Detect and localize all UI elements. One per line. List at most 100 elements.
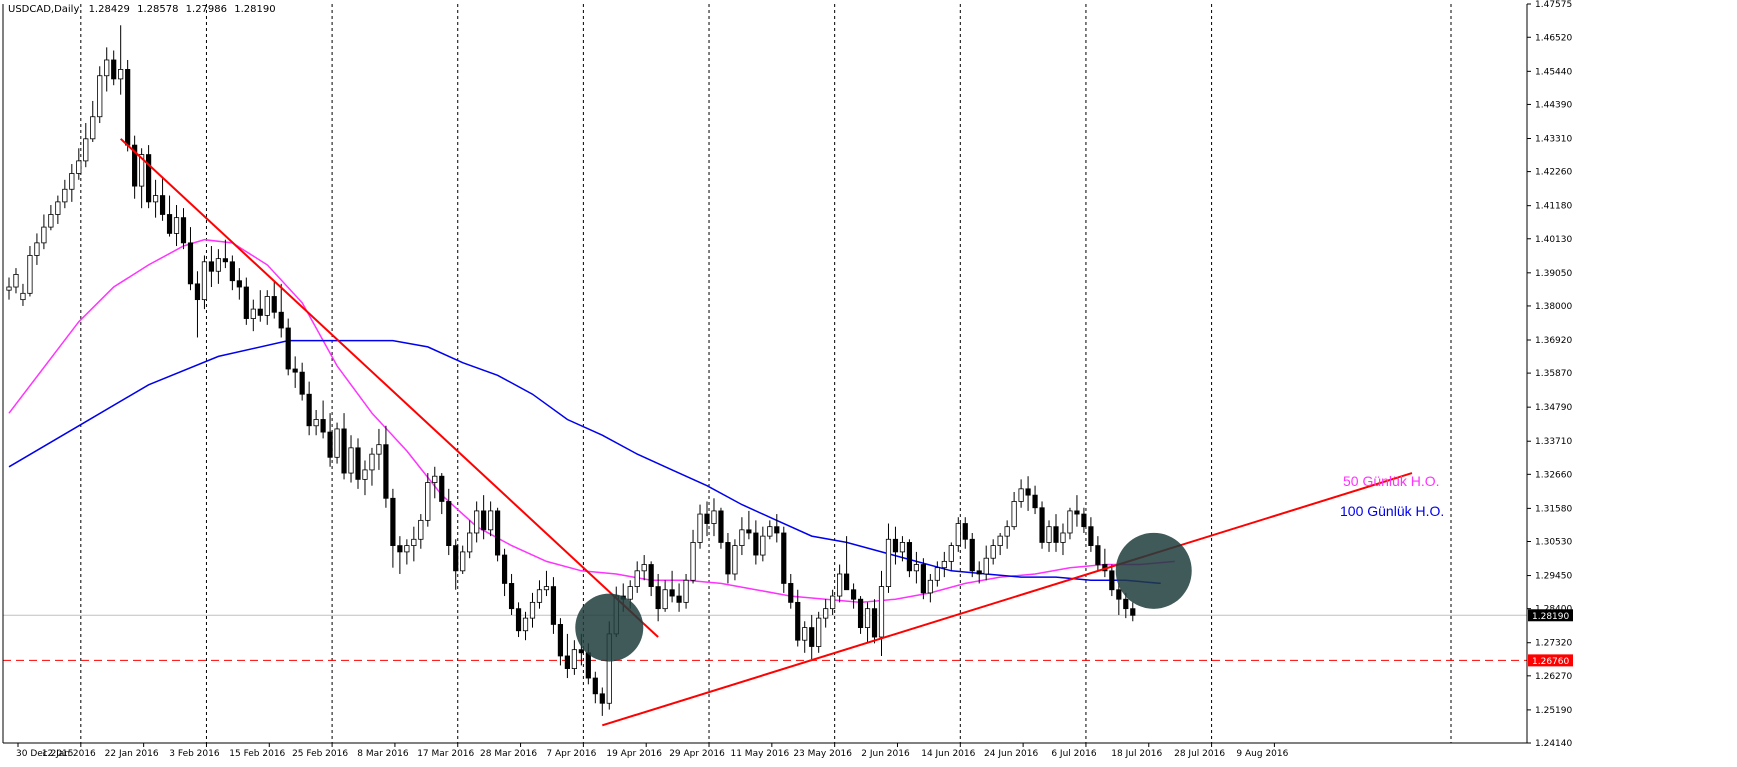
candle [564, 633, 571, 679]
candle-body-bear [194, 283, 201, 301]
candle [432, 466, 438, 499]
candle [892, 526, 899, 565]
candle-body-bull [62, 188, 68, 203]
candle [257, 290, 263, 322]
candle-body-bear [481, 510, 487, 531]
candle [962, 517, 968, 549]
candle-body-bull [983, 557, 989, 575]
x-tick-label: 14 Jun 2016 [921, 749, 975, 759]
x-tick-label: 3 Feb 2016 [169, 749, 220, 759]
y-tick-label: 1.41180 [1535, 202, 1572, 212]
candle [27, 246, 33, 297]
close-value: 1.28190 [234, 4, 275, 15]
candle [90, 100, 96, 142]
y-tick-label: 1.36920 [1535, 336, 1572, 346]
candle-body-bear [704, 513, 710, 524]
candle-body-bull [173, 217, 180, 234]
candle [934, 561, 940, 587]
high-value: 1.28578 [137, 4, 178, 15]
candle-body-bear [669, 589, 675, 597]
candle-body-bear [795, 601, 801, 641]
candle-body-bear [655, 586, 661, 610]
x-tick-label: 18 Jul 2016 [1111, 749, 1162, 759]
candle [557, 618, 564, 666]
candle [292, 356, 298, 388]
candle-body-bull [662, 589, 668, 610]
candle [215, 249, 221, 284]
candle [1032, 485, 1038, 515]
candle-body-bear [1039, 507, 1045, 543]
candle-body-bull [732, 545, 738, 575]
y-tick-label: 1.33710 [1535, 437, 1572, 447]
y-tick-label: 1.32660 [1535, 470, 1572, 480]
candle [48, 205, 54, 231]
candle [788, 573, 794, 609]
candle [1011, 491, 1017, 530]
candle-body-bull [362, 469, 368, 480]
candles [6, 25, 1136, 716]
candle [662, 580, 668, 612]
candle [173, 205, 180, 247]
candle [467, 520, 473, 559]
candle-body-bear [1095, 545, 1101, 565]
candle-body-bull [90, 116, 96, 140]
candle-body-bear [1053, 526, 1059, 543]
candle-body-bull [411, 538, 417, 546]
candle-body-bull [376, 444, 382, 455]
x-tick-label: 23 May 2016 [793, 749, 852, 759]
y-tick-label: 1.26270 [1535, 672, 1572, 682]
candle-body-bull [20, 292, 26, 301]
candle-body-bear [557, 624, 564, 657]
candle-body-bull [711, 510, 717, 524]
y-tick-label: 1.27320 [1535, 639, 1572, 649]
candle [1067, 507, 1073, 540]
candle [711, 498, 717, 537]
candle-body-bull [201, 261, 208, 301]
candle-body-bear [850, 589, 857, 600]
candle-body-bear [306, 393, 312, 427]
candle-body-bear [446, 501, 452, 546]
candle [795, 589, 801, 647]
low-value: 1.27986 [186, 4, 227, 15]
candle-body-bull [830, 595, 836, 610]
x-tick-label: 28 Mar 2016 [480, 749, 537, 759]
candle-body-bull [34, 242, 40, 256]
current-price-label: 1.28190 [1532, 612, 1569, 622]
candle-body-bear [718, 510, 724, 543]
x-tick-label: 2 Jun 2016 [861, 749, 910, 759]
candle [655, 573, 661, 622]
candle-body-bear [299, 371, 305, 395]
candle-body-bear [355, 447, 361, 480]
y-tick-label: 1.29450 [1535, 572, 1572, 582]
candle-body-bull [55, 201, 61, 215]
candle-body-bear [390, 497, 396, 546]
candle [306, 381, 312, 436]
candle [278, 283, 284, 338]
candle [369, 447, 375, 486]
candle-body-bull [864, 608, 871, 628]
candle [187, 227, 194, 291]
candle [767, 520, 773, 540]
candle-body-bear [515, 608, 522, 632]
candle-body-bear [243, 286, 249, 319]
candle [118, 25, 124, 95]
candle-body-bull [264, 296, 270, 316]
candle-body-bull [934, 567, 940, 581]
candle-body-bull [683, 579, 689, 603]
candle [683, 573, 689, 609]
candle [969, 532, 975, 578]
candle [362, 460, 368, 496]
axes [2, 3, 1531, 747]
candle [1018, 479, 1024, 508]
candle [809, 614, 815, 660]
candle-body-bull [641, 564, 647, 572]
candle [222, 239, 228, 269]
y-tick-label: 1.35870 [1535, 369, 1572, 379]
x-tick-label: 8 Mar 2016 [357, 749, 409, 759]
candle-body-bear [857, 598, 864, 628]
candle [132, 135, 138, 199]
candle [850, 583, 857, 609]
